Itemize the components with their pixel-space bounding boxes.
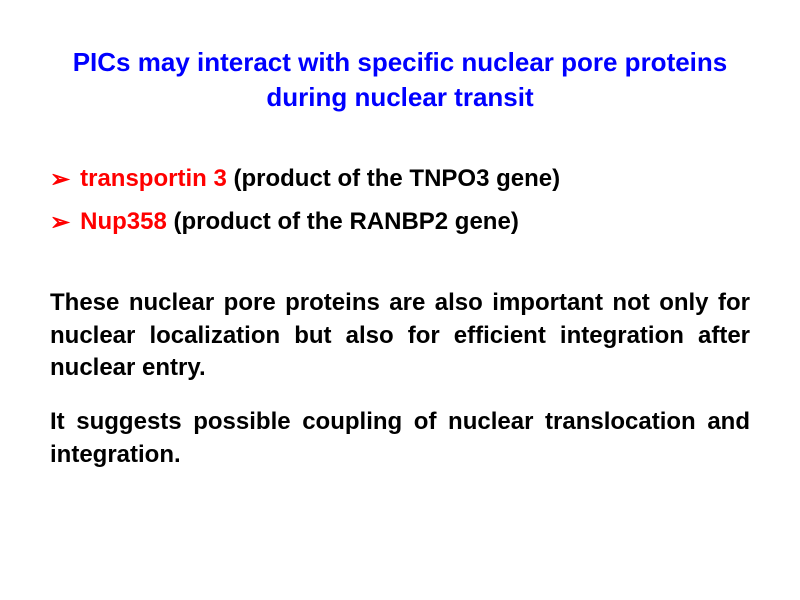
paragraph-text: It suggests possible coupling of nuclear… [50, 406, 750, 471]
bullet-text: Nup358 (product of the RANBP2 gene) [80, 208, 519, 236]
slide-title: PICs may interact with specific nuclear … [50, 45, 750, 115]
bullet-item: ➢ Nup358 (product of the RANBP2 gene) [50, 208, 750, 237]
bullet-list: ➢ transportin 3 (product of the TNPO3 ge… [50, 165, 750, 237]
bullet-rest: (product of the RANBP2 gene) [167, 208, 519, 235]
bullet-highlight: Nup358 [80, 208, 167, 235]
bullet-highlight: transportin 3 [80, 165, 227, 192]
bullet-item: ➢ transportin 3 (product of the TNPO3 ge… [50, 165, 750, 194]
bullet-rest: (product of the TNPO3 gene) [227, 165, 560, 192]
bullet-text: transportin 3 (product of the TNPO3 gene… [80, 165, 560, 193]
bullet-marker-icon: ➢ [50, 165, 70, 194]
bullet-marker-icon: ➢ [50, 208, 70, 237]
paragraph-text: These nuclear pore proteins are also imp… [50, 287, 750, 384]
